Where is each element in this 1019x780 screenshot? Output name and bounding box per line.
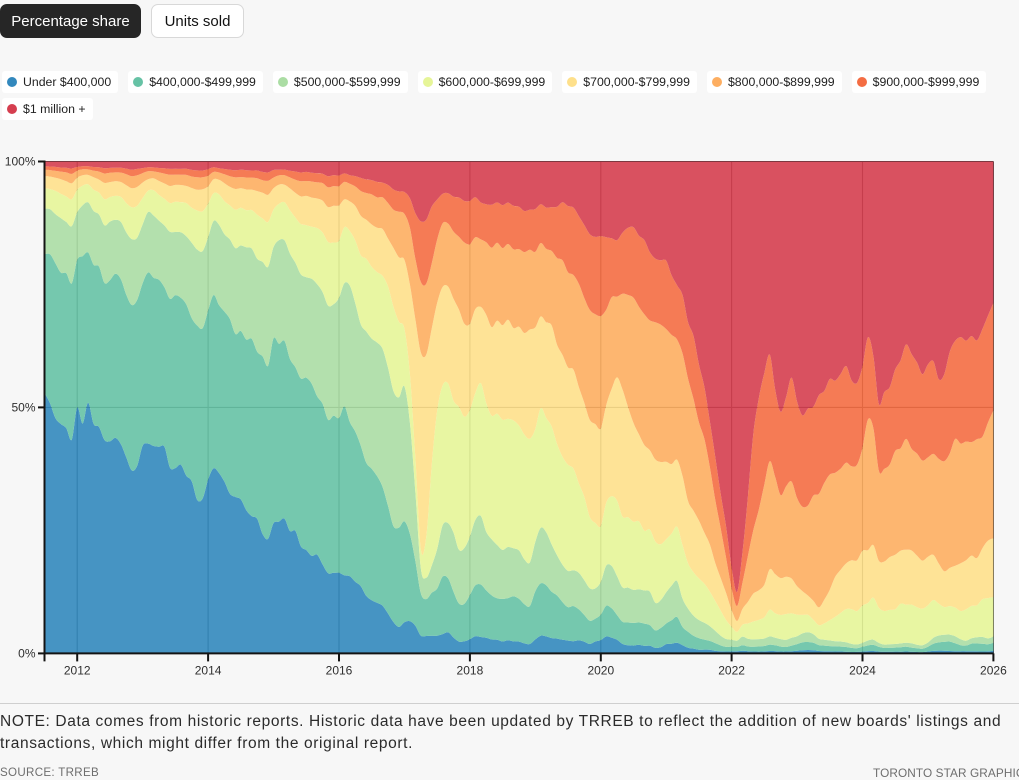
svg-text:0%: 0% (18, 646, 36, 660)
svg-text:2016: 2016 (326, 663, 353, 677)
svg-text:2022: 2022 (718, 663, 745, 677)
svg-text:2026: 2026 (980, 663, 1007, 677)
svg-text:50%: 50% (11, 400, 35, 414)
svg-text:2012: 2012 (64, 663, 91, 677)
svg-text:2018: 2018 (457, 663, 484, 677)
svg-text:100%: 100% (5, 155, 36, 169)
svg-text:2020: 2020 (587, 663, 614, 677)
svg-text:2024: 2024 (849, 663, 876, 677)
svg-text:2014: 2014 (195, 663, 222, 677)
